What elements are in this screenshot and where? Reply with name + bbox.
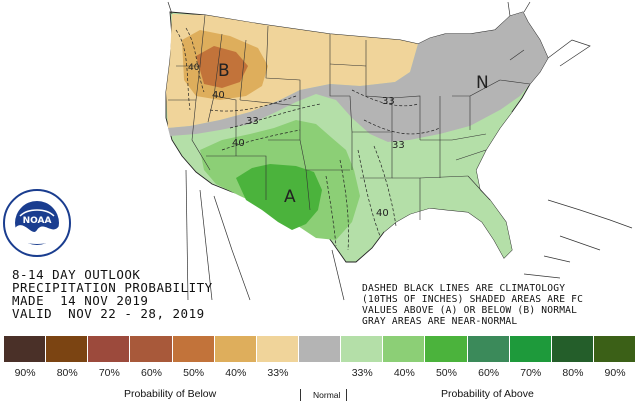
note-line: VALUES ABOVE (A) OR BELOW (B) NORMAL [362, 305, 578, 316]
legend-divider [300, 389, 301, 401]
legend-swatch [130, 336, 173, 362]
legend-swatch [298, 336, 342, 362]
legend-percent: 80% [56, 367, 78, 379]
legend-swatch [341, 336, 384, 362]
us-precipitation-map: B N A 40 40 33 40 33 33 40 [165, 1, 633, 301]
note-line: GRAY AREAS ARE NEAR-NORMAL [362, 316, 518, 327]
note-line: (10THS OF INCHES) SHADED AREAS ARE FC [362, 294, 584, 305]
below-normal-50-region [196, 46, 248, 88]
legend-swatch [4, 336, 47, 362]
title-line-outlook: 8-14 DAY OUTLOOK [12, 267, 141, 282]
legend-swatch [214, 336, 257, 362]
legend-percent: 90% [14, 367, 36, 379]
legend-label-above: Probability of Above [441, 388, 534, 400]
legend-percent: 80% [562, 367, 584, 379]
title-line-valid: VALID NOV 22 - 28, 2019 [12, 306, 205, 321]
legend-swatch [425, 336, 468, 362]
legend-divider [346, 389, 347, 401]
above-normal-33-east [376, 110, 512, 258]
contour-label: 40 [188, 63, 200, 73]
legend-swatch [383, 336, 426, 362]
legend-percent: 33% [351, 367, 373, 379]
near-normal-band [168, 12, 548, 142]
legend-label-normal: Normal [313, 390, 341, 400]
outlook-title-block: 8-14 DAY OUTLOOK PRECIPITATION PROBABILIT… [12, 268, 213, 320]
title-line-made: MADE 14 NOV 2019 [12, 293, 149, 308]
contour-label: 33 [382, 96, 395, 107]
contour-label: 33 [246, 116, 259, 127]
legend-percent [299, 367, 341, 381]
legend-percent: 40% [225, 367, 247, 379]
below-label: B [218, 61, 230, 81]
state-lines [168, 14, 531, 220]
legend-percent: 70% [520, 367, 542, 379]
legend-swatch [172, 336, 215, 362]
neighbor-borders [167, 1, 633, 301]
legend-swatch [551, 336, 594, 362]
legend-swatch [593, 336, 637, 362]
legend-swatch [88, 336, 131, 362]
note-line: DASHED BLACK LINES ARE CLIMATOLOGY [362, 283, 566, 294]
legend-percent: 70% [98, 367, 120, 379]
legend-swatch [46, 336, 89, 362]
noaa-logo: NOAA [3, 189, 71, 257]
legend-color-bar [4, 336, 637, 362]
legend-percent: 40% [393, 367, 415, 379]
near-normal-label: N [476, 73, 489, 93]
contour-label: 40 [212, 90, 225, 101]
above-normal-50-region [236, 164, 322, 230]
contour-label: 33 [392, 140, 405, 151]
legend-percent: 50% [183, 367, 205, 379]
contour-label: 40 [376, 208, 389, 219]
legend-label-below: Probability of Below [124, 388, 217, 400]
legend-percent: 50% [435, 367, 457, 379]
above-label: A [284, 187, 296, 207]
legend-percent: 33% [267, 367, 289, 379]
legend-swatch [467, 336, 510, 362]
contour-label: 40 [232, 138, 245, 149]
legend-labels: Probability of Below Normal Probability … [4, 388, 636, 402]
map-note-block: DASHED BLACK LINES ARE CLIMATOLOGY (10THS… [362, 283, 638, 327]
legend-percent: 60% [478, 367, 500, 379]
legend-swatch [509, 336, 552, 362]
legend-percent-row: 90% 80% 70% 60% 50% 40% 33% 33% 40% 50% 60% 70% 80% 9… [4, 367, 636, 381]
title-line-product: PRECIPITATION PROBABILITY [12, 280, 213, 295]
legend-swatch [256, 336, 299, 362]
logo-text: NOAA [23, 216, 52, 226]
legend-percent: 60% [140, 367, 162, 379]
outlook-map: B N A 40 40 33 40 33 33 40 [165, 1, 633, 301]
climatology-contours [175, 27, 441, 251]
legend-percent: 90% [604, 367, 626, 379]
